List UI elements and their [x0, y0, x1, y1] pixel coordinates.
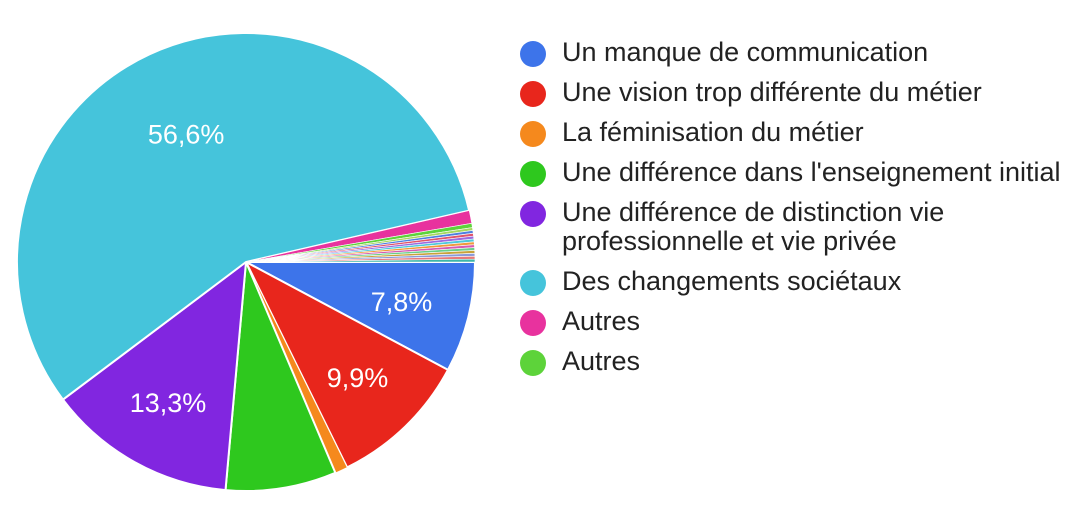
legend-swatch	[520, 161, 546, 187]
legend-label: Une différence de distinction vie profes…	[562, 197, 945, 256]
slice-label-0: 7,8%	[371, 287, 433, 317]
legend-label: Autres	[562, 306, 641, 336]
pie-slice-3	[224, 261, 337, 492]
legend-item: Une vision trop différente du métier	[520, 78, 1075, 107]
legend: Un manque de communication Une vision tro…	[520, 38, 1075, 387]
legend-swatch	[520, 121, 546, 147]
legend-swatch	[520, 270, 546, 296]
legend-item: Autres	[520, 307, 1075, 336]
legend-item: Des changements sociétaux	[520, 267, 1075, 296]
legend-label: La féminisation du métier	[562, 117, 864, 147]
slice-label-1: 9,9%	[327, 363, 389, 393]
legend-label: Une différence dans l'enseignement initi…	[562, 157, 1061, 187]
legend-item: Un manque de communication	[520, 38, 1075, 67]
slice-label-4: 13,3%	[130, 388, 207, 418]
legend-swatch	[520, 41, 546, 67]
legend-swatch	[520, 81, 546, 107]
legend-swatch	[520, 201, 546, 227]
legend-item: Une différence de distinction vie profes…	[520, 198, 1075, 256]
legend-label: Un manque de communication	[562, 37, 929, 67]
legend-label: Des changements sociétaux	[562, 266, 902, 296]
pie-chart: 7,8% 9,9% 13,3% 56,6%	[16, 32, 477, 492]
legend-item: La féminisation du métier	[520, 118, 1075, 147]
legend-label: Une vision trop différente du métier	[562, 77, 982, 107]
pie-slice-0	[245, 261, 477, 372]
legend-item: Une différence dans l'enseignement initi…	[520, 158, 1075, 187]
pie-slice-5	[16, 32, 471, 402]
pie-slice-1	[243, 259, 450, 469]
pie-slice-4	[61, 259, 248, 492]
slice-label-5: 56,6%	[148, 119, 225, 149]
legend-swatch	[520, 310, 546, 336]
legend-swatch	[520, 350, 546, 376]
pie-slice-19	[245, 258, 476, 263]
legend-item: Autres	[520, 347, 1075, 376]
legend-label: Autres	[562, 346, 641, 376]
